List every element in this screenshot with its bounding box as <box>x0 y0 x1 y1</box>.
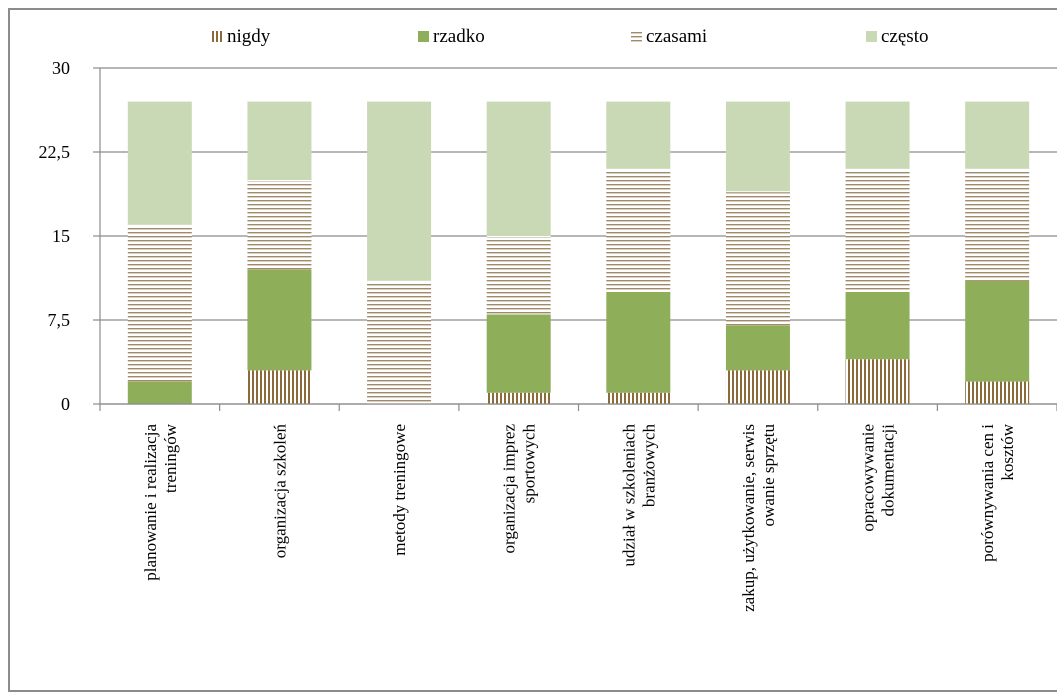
bar-segment-często <box>965 101 1030 169</box>
bar-segment-czasami <box>247 180 312 270</box>
y-tick-label: 30 <box>52 58 70 78</box>
x-axis: planowanie i realizacja treningów organiza… <box>99 403 1057 612</box>
legend: nigdy rzadko czasami często <box>212 26 928 47</box>
bar-segment-rzadko <box>725 325 790 371</box>
legend-swatch-czasami <box>631 31 642 42</box>
legend-label-często: często <box>881 26 928 47</box>
x-category-label: dokumentacji <box>879 424 898 517</box>
bar-segment-czasami <box>486 236 551 315</box>
y-tick-label: 0 <box>61 394 70 414</box>
y-tick-label: 7,5 <box>48 310 71 330</box>
x-category-label: metody treningowe <box>390 424 409 556</box>
bar-segment-czasami <box>965 168 1030 281</box>
y-tick-label: 15 <box>52 226 70 246</box>
bar-segment-nigdy <box>247 370 312 404</box>
bar-segment-często <box>606 101 671 169</box>
bar-segment-nigdy <box>725 370 790 404</box>
bar-segment-często <box>845 101 910 169</box>
x-category-label: porównywania cen i <box>978 424 997 562</box>
bar-segment-czasami <box>606 168 671 292</box>
x-category-label: organizacja szkoleń <box>270 424 289 559</box>
gridlines <box>100 67 1057 405</box>
bar-segment-nigdy <box>486 392 551 404</box>
bar-segment-rzadko <box>247 269 312 371</box>
y-tick-label: 22,5 <box>39 142 71 162</box>
bar-segment-nigdy <box>845 359 910 404</box>
x-category-label: sportowych <box>520 424 539 504</box>
x-category-label: owanie sprzętu <box>759 424 778 527</box>
x-category-label: treningów <box>161 423 180 493</box>
bar-segment-rzadko <box>606 292 671 393</box>
bar-segment-czasami <box>127 224 192 382</box>
x-category-label: zakup, użytkowanie, serwis <box>739 424 758 612</box>
bar-segment-często <box>725 101 790 192</box>
legend-swatch-często <box>866 31 877 42</box>
bar-segment-nigdy <box>965 381 1030 404</box>
bar-segment-często <box>247 101 312 180</box>
bar-segment-rzadko <box>127 381 192 404</box>
bar-segment-często <box>367 101 432 281</box>
legend-label-rzadko: rzadko <box>433 26 485 47</box>
legend-label-czasami: czasami <box>646 26 707 47</box>
legend-swatch-nigdy <box>212 31 223 42</box>
bar-segment-rzadko <box>965 280 1030 382</box>
x-category-label: branżowych <box>639 424 658 508</box>
x-category-label: organizacja imprez <box>500 424 519 554</box>
bar-segment-rzadko <box>845 292 910 360</box>
x-category-label: kosztów <box>998 423 1017 480</box>
legend-label-nigdy: nigdy <box>227 26 271 47</box>
bar-segment-czasami <box>367 280 432 404</box>
legend-swatch-rzadko <box>418 31 429 42</box>
x-category-label: planowanie i realizacja <box>141 424 160 581</box>
bar-segment-czasami <box>725 191 790 326</box>
x-category-label: udział w szkoleniach <box>619 424 638 567</box>
bar-segment-nigdy <box>606 392 671 404</box>
y-axis: 0 7,5 15 22,5 30 <box>39 58 101 414</box>
x-category-label: opracowywanie <box>859 424 878 532</box>
bar-segment-często <box>127 101 192 225</box>
bars <box>127 101 1030 404</box>
bar-segment-często <box>486 101 551 236</box>
bar-segment-rzadko <box>486 314 551 393</box>
bar-segment-czasami <box>845 168 910 292</box>
